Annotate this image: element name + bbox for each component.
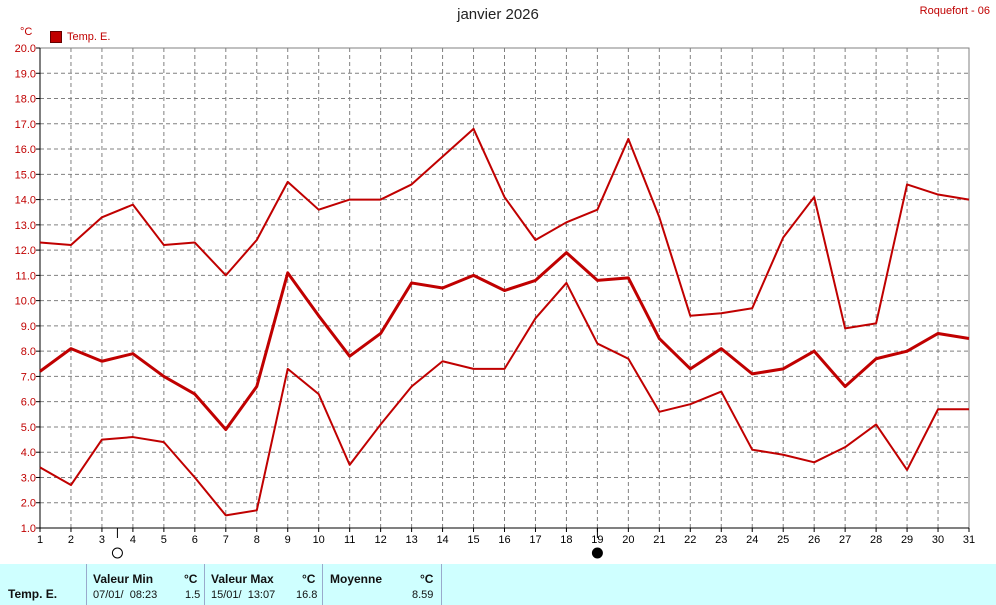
x-tick-label: 24	[746, 534, 758, 546]
y-tick-label: 14.0	[15, 195, 36, 207]
min-cell: Valeur Min °C 07/01/ 08:23 1.5	[87, 564, 205, 605]
y-tick-label: 12.0	[15, 245, 36, 257]
legend-swatch	[50, 31, 62, 43]
x-tick-label: 28	[870, 534, 882, 546]
y-tick-label: 20.0	[15, 43, 36, 55]
x-tick-label: 11	[344, 534, 355, 546]
x-tick-label: 1	[37, 534, 43, 546]
max-unit: °C	[302, 572, 316, 586]
min-header: Valeur Min	[93, 572, 154, 586]
series-line-min	[39, 281, 969, 517]
avg-cell: Moyenne °C 8.59	[323, 564, 442, 605]
max-cell: Valeur Max °C 15/01/ 13:07 16.8	[205, 564, 323, 605]
y-tick-label: 4.0	[21, 447, 36, 459]
x-tick-label: 19	[591, 534, 603, 546]
x-tick-label: 20	[622, 534, 634, 546]
x-tick-label: 27	[839, 534, 851, 546]
station-name: Roquefort - 06	[919, 5, 990, 17]
series-line-max	[39, 127, 970, 330]
x-tick-label: 9	[285, 534, 291, 546]
x-tick-label: 31	[963, 534, 975, 546]
footer-row-label: Temp. E.	[8, 587, 58, 601]
y-tick-label: 17.0	[15, 119, 36, 131]
series-line-mean	[39, 251, 970, 431]
y-tick-label: 7.0	[21, 371, 36, 383]
y-tick-label: 16.0	[15, 144, 36, 156]
x-tick-label: 22	[684, 534, 696, 546]
y-tick-label: 10.0	[15, 296, 36, 308]
y-tick-label: 8.0	[21, 346, 36, 358]
y-tick-label: 2.0	[21, 498, 36, 510]
chart-title: janvier 2026	[457, 6, 539, 23]
x-tick-label: 15	[467, 534, 479, 546]
x-tick-label: 17	[529, 534, 541, 546]
y-tick-label: 3.0	[21, 472, 36, 484]
x-tick-label: 23	[715, 534, 727, 546]
max-time: 15/01/ 13:07	[211, 589, 276, 601]
temperature-chart: 1.0 2.0 3.0 4.0 5.0 6.0 7.0 8.0 9.0 10.0 11.0 12.0 1…	[15, 43, 975, 559]
max-header: Valeur Max	[211, 572, 274, 586]
x-tick-label: 18	[560, 534, 572, 546]
y-tick-label: 13.0	[15, 220, 36, 232]
x-tick-label: 7	[223, 534, 229, 546]
x-tick-label: 16	[498, 534, 510, 546]
x-tick-label: 21	[653, 534, 665, 546]
x-tick-label: 8	[254, 534, 260, 546]
y-tick-label: 15.0	[15, 169, 36, 181]
y-tick-label: 11.0	[15, 270, 36, 282]
min-unit: °C	[184, 572, 198, 586]
x-tick-label: 26	[808, 534, 820, 546]
min-value: 1.5	[185, 589, 201, 601]
x-tick-label: 5	[161, 534, 167, 546]
x-tick-label: 14	[436, 534, 448, 546]
y-tick-label: 18.0	[15, 94, 36, 106]
max-value: 16.8	[296, 589, 318, 601]
footer-label-cell: Temp. E.	[0, 564, 87, 605]
y-tick-label: 5.0	[21, 422, 36, 434]
y-axis-unit: °C	[20, 26, 33, 38]
x-tick-label: 4	[130, 534, 136, 546]
legend-label: Temp. E.	[67, 31, 111, 43]
y-tick-label: 19.0	[15, 68, 36, 80]
new-moon-icon	[591, 547, 603, 559]
x-tick-label: 30	[932, 534, 944, 546]
y-tick-label: 1.0	[21, 523, 36, 535]
x-tick-label: 10	[313, 534, 325, 546]
y-tick-label: 9.0	[21, 321, 36, 333]
avg-header: Moyenne	[330, 572, 383, 586]
x-tick-label: 6	[192, 534, 198, 546]
y-tick-label: 6.0	[21, 397, 36, 409]
x-tick-label: 3	[99, 534, 105, 546]
legend: Temp. E.	[50, 31, 110, 43]
avg-unit: °C	[420, 572, 434, 586]
x-tick-label: 29	[901, 534, 913, 546]
x-tick-label: 25	[777, 534, 789, 546]
x-tick-label: 2	[68, 534, 74, 546]
avg-value: 8.59	[412, 589, 434, 601]
stats-footer: Temp. E. Valeur Min °C 07/01/ 08:23 1.5 …	[0, 564, 996, 605]
x-tick-label: 12	[375, 534, 387, 546]
min-time: 07/01/ 08:23	[93, 589, 158, 601]
x-tick-label: 13	[405, 534, 417, 546]
full-moon-icon	[111, 547, 123, 559]
